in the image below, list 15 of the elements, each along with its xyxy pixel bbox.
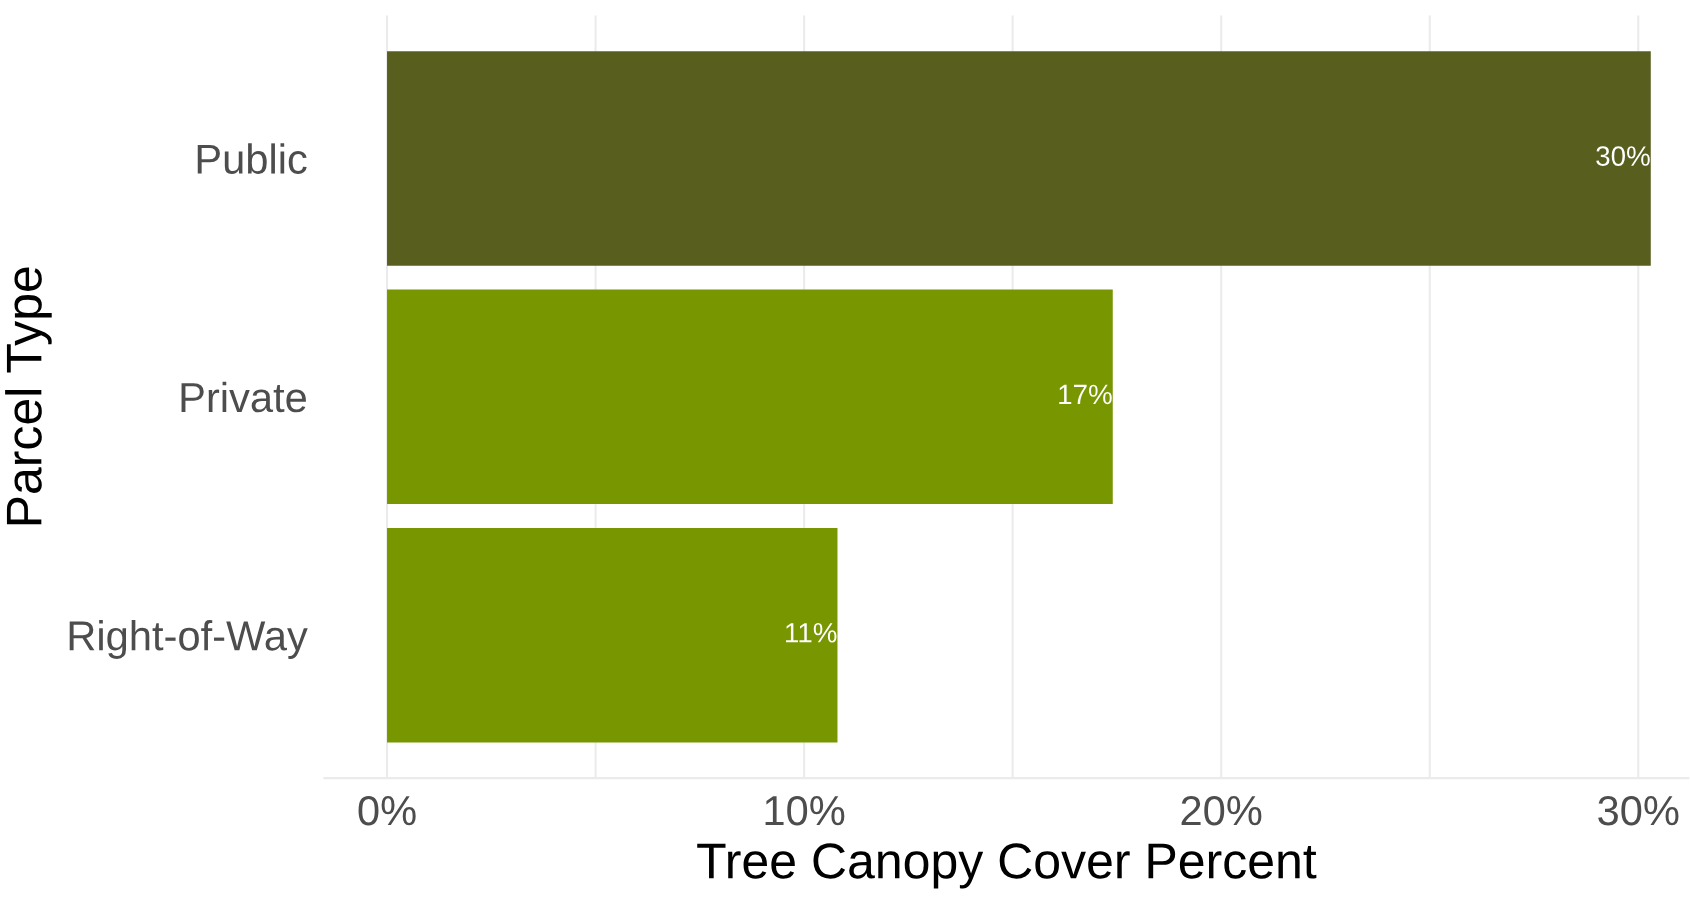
x-tick-label: 0% xyxy=(358,795,416,826)
y-tick-label: Right-of-Way xyxy=(69,620,308,659)
x-tick-label: 20% xyxy=(1181,795,1262,826)
x-axis-title: Tree Canopy Cover Percent xyxy=(697,843,1317,889)
data-label: 17% xyxy=(1059,384,1112,405)
x-tick-label: 10% xyxy=(765,795,845,826)
y-tick-label: Public xyxy=(197,143,307,174)
x-tick-label: 30% xyxy=(1598,795,1679,826)
bar xyxy=(387,51,1651,266)
bar xyxy=(387,527,838,743)
data-label: 11% xyxy=(786,623,837,643)
y-tick-label: Private xyxy=(181,381,306,413)
y-axis-title: Parcel Type xyxy=(5,267,52,525)
bar xyxy=(387,289,1113,505)
data-label: 30% xyxy=(1596,146,1650,166)
